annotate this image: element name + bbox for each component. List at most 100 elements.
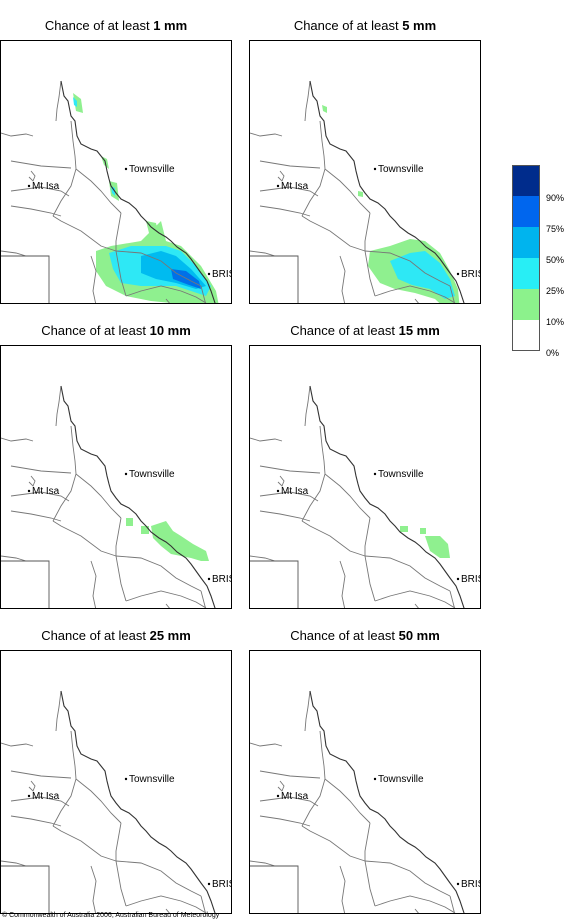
coastline [309,690,465,913]
probability-area-3 [141,526,149,534]
district-boundary [125,895,207,913]
legend-swatch-75 [512,196,540,227]
panel-title-amount: 10 mm [149,323,191,338]
district-boundary [52,215,117,252]
probability-area-9 [111,186,115,196]
district-boundary [301,425,326,522]
district-boundary [1,555,27,562]
city-dot-bris [456,577,460,581]
city-dot-bris [456,882,460,886]
legend-swatch-0 [512,320,540,351]
panel-title-6: Chance of at least 50 mm [249,628,481,643]
district-boundary [277,170,285,182]
district-boundary [259,205,311,217]
rainfall-map-5: Townsville Mt Isa BRIS [0,650,232,914]
district-boundary [304,690,311,732]
district-boundary [449,590,455,608]
district-boundary [75,473,122,519]
district-boundary [414,908,419,913]
queensland-map-svg: Townsville Mt Isa BRIS [250,690,481,913]
city-dot-bris [207,882,211,886]
city-label-bris: BRIS [212,269,232,280]
panel-title-prefix: Chance of at least [290,628,399,643]
district-boundary [90,560,97,608]
district-boundary [55,385,62,427]
legend-label-75: 75% [546,224,565,234]
district-boundary [259,160,321,169]
district-boundary [259,465,321,474]
probability-area-3 [420,528,426,534]
district-boundary [304,385,311,427]
queensland-map-svg: Townsville Mt Isa BRIS [1,690,231,913]
district-boundary [10,815,62,827]
rainfall-map-6: Townsville Mt Isa BRIS [249,650,481,914]
district-boundary [10,465,72,474]
district-boundary [10,491,70,502]
district-boundary [304,80,311,122]
city-label-townsville: Townsville [129,469,175,480]
district-boundary [301,730,326,827]
district-boundary [324,778,371,824]
city-label-mt-isa: Mt Isa [281,791,309,802]
city-dot-townsville [373,167,377,171]
state-border [1,255,50,303]
rainfall-map-2: Townsville Mt Isa BRIS [249,40,481,304]
district-boundary [115,860,202,897]
probability-area-2 [425,536,450,558]
legend-label-0: 0% [546,348,560,358]
panel-title-prefix: Chance of at least [293,18,403,33]
district-boundary [115,250,202,287]
city-dot-townsville [124,167,128,171]
panel-title-2: Chance of at least 5 mm [249,18,481,33]
district-boundary [449,895,455,913]
district-boundary [259,186,319,197]
city-dot-bris [456,272,460,276]
city-dot-mt-isa [27,184,31,188]
city-label-bris: BRIS [461,269,481,280]
legend-label-90: 90% [546,193,565,203]
probability-area-5 [73,93,83,113]
rainfall-map-4: Townsville Mt Isa BRIS [249,345,481,609]
city-dot-mt-isa [276,184,280,188]
district-boundary [364,555,451,592]
panel-title-prefix: Chance of at least [290,323,399,338]
panel-title-5: Chance of at least 25 mm [0,628,232,643]
legend-label-25: 25% [546,286,565,296]
district-boundary [28,780,36,792]
district-boundary [277,475,285,487]
district-boundary [374,895,456,913]
coastline [60,690,216,913]
district-boundary [1,250,27,257]
city-label-townsville: Townsville [129,164,175,175]
city-label-mt-isa: Mt Isa [281,181,309,192]
city-label-bris: BRIS [461,879,481,890]
probability-area-4 [358,191,363,197]
district-boundary [165,908,170,913]
district-boundary [250,132,283,137]
district-boundary [55,690,62,732]
city-dot-bris [207,577,211,581]
coastline [309,80,465,303]
city-dot-townsville [373,472,377,476]
city-dot-bris [207,272,211,276]
district-boundary [52,520,117,557]
queensland-map-svg: Townsville Mt Isa BRIS [1,80,232,303]
district-boundary [52,825,117,862]
district-boundary [414,603,419,608]
probability-legend: 90% 75% 50% 25% 10% 0% [512,165,564,358]
legend-swatch-10 [512,289,540,320]
rainfall-map-1: Townsville Mt Isa BRIS [0,40,232,304]
queensland-map-svg: Townsville Mt Isa BRIS [250,385,480,608]
district-boundary [324,168,371,214]
district-boundary [339,560,346,608]
panel-title-amount: 15 mm [398,323,440,338]
coastline [60,385,216,608]
district-boundary [52,730,77,827]
district-boundary [10,205,62,217]
district-boundary [339,865,346,913]
district-boundary [259,491,319,502]
city-label-bris: BRIS [212,574,232,585]
panel-title-prefix: Chance of at least [41,628,150,643]
panel-title-3: Chance of at least 10 mm [0,323,232,338]
district-boundary [10,770,72,779]
